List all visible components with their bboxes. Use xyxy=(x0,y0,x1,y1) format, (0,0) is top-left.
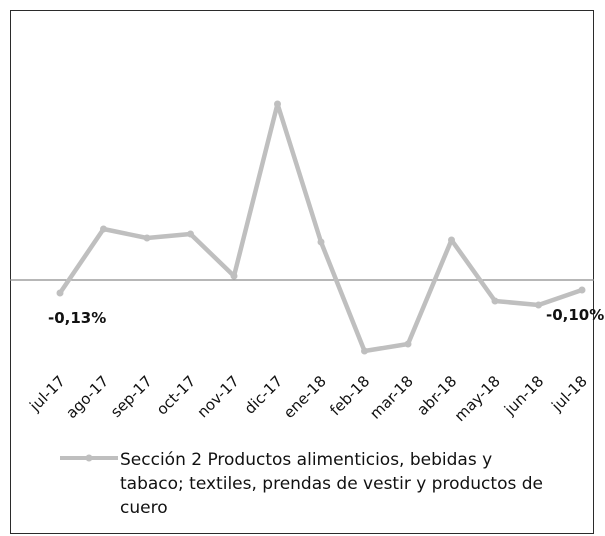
data-labels: -0,13% -0,10% xyxy=(48,306,604,327)
data-label-jul-17: -0,13% xyxy=(48,309,106,327)
x-tick-mar-18: mar-18 xyxy=(366,372,417,423)
data-point-jul-17 xyxy=(56,289,64,297)
x-tick-ene-18: ene-18 xyxy=(280,372,330,422)
legend-series-name: Sección 2 Productos alimenticios, bebida… xyxy=(120,450,543,518)
data-point-feb-18 xyxy=(361,347,368,355)
data-point-ene-18 xyxy=(317,238,325,246)
x-tick-sep-17: sep-17 xyxy=(107,372,156,421)
data-points xyxy=(56,100,586,355)
chart-frame xyxy=(10,10,594,534)
data-point-ago-17 xyxy=(100,225,107,233)
data-point-oct-17 xyxy=(187,230,194,238)
series-line xyxy=(57,101,585,354)
data-point-sep-17 xyxy=(143,234,151,242)
x-tick-dic-17: dic-17 xyxy=(241,372,287,418)
x-axis-tick-labels: jul-17ago-17sep-17oct-17nov-17dic-17ene-… xyxy=(25,372,590,425)
x-tick-may-18: may-18 xyxy=(451,372,504,425)
data-point-dic-17 xyxy=(274,100,281,108)
x-tick-jun-18: jun-18 xyxy=(500,372,547,419)
x-tick-oct-17: oct-17 xyxy=(153,372,200,419)
data-point-may-18 xyxy=(491,297,499,305)
x-tick-jul-18: jul-18 xyxy=(547,372,590,415)
legend-marker xyxy=(85,454,93,462)
data-point-abr-18 xyxy=(448,236,455,244)
x-tick-ago-17: ago-17 xyxy=(62,372,112,422)
x-tick-feb-18: feb-18 xyxy=(326,372,373,419)
data-point-jul-18 xyxy=(578,286,586,294)
x-tick-nov-17: nov-17 xyxy=(194,372,243,421)
data-point-jun-18 xyxy=(535,301,542,309)
data-point-mar-18 xyxy=(404,340,412,348)
data-point-nov-17 xyxy=(230,272,238,280)
data-label-jul-18: -0,10% xyxy=(546,306,604,324)
